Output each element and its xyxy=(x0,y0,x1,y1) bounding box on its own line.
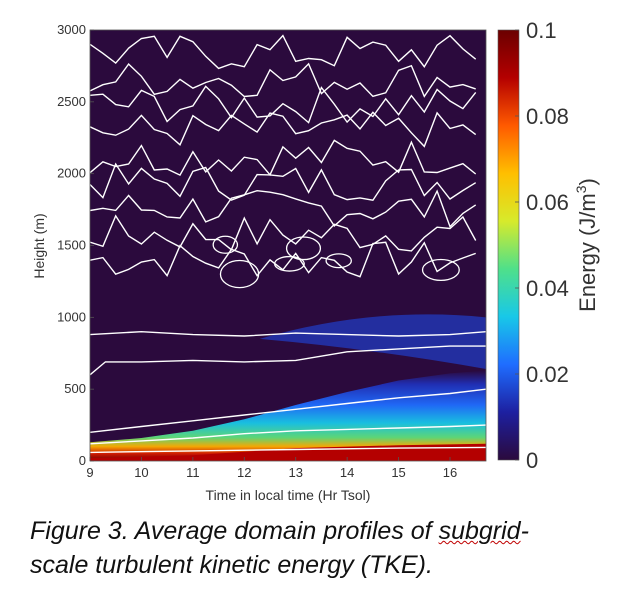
y-tick-label: 1500 xyxy=(57,238,86,253)
contour-line xyxy=(90,139,477,177)
contour-lines xyxy=(90,34,486,454)
x-tick-label: 10 xyxy=(134,465,148,480)
caption-hyphen: - xyxy=(520,517,529,545)
x-axis-label: Time in local time (Hr Tsol) xyxy=(206,487,371,503)
contour-line xyxy=(90,330,486,337)
x-tick-label: 13 xyxy=(288,465,302,480)
contour-loop xyxy=(273,255,305,272)
residual-layer-patch xyxy=(259,314,486,370)
contour-line xyxy=(90,62,476,98)
colorbar-label: Energy (J/m3) xyxy=(573,178,600,312)
contour-line xyxy=(90,214,477,252)
y-axis-label: Height (m) xyxy=(31,213,47,278)
contour-line xyxy=(90,85,477,124)
colorbar-label-close: ) xyxy=(575,178,600,185)
colorbar-tick-label: 0 xyxy=(526,448,538,473)
contour-line xyxy=(90,388,486,433)
colorbar-tick-label: 0.06 xyxy=(526,190,569,215)
colorbar-tick-label: 0.02 xyxy=(526,362,569,387)
x-tick-label: 16 xyxy=(443,465,457,480)
contour-line xyxy=(90,424,486,445)
contour-loop xyxy=(219,259,260,289)
contour-line xyxy=(90,162,477,201)
y-tick-label: 500 xyxy=(64,381,86,396)
caption-line-1: Figure 3. Average domain profiles of sub… xyxy=(30,514,620,548)
x-tick-label: 11 xyxy=(186,465,200,480)
contour-loop xyxy=(212,235,239,254)
contour-loop xyxy=(421,258,460,281)
caption-text-1: Figure 3. Average domain profiles of xyxy=(30,517,439,545)
colorbar-tick-label: 0.04 xyxy=(526,276,569,301)
x-tick-label: 15 xyxy=(391,465,405,480)
y-tick-label: 1000 xyxy=(57,309,86,324)
colorbar: 0 0.02 0.04 0.06 0.08 0.1 Energy (J/m3) xyxy=(497,18,600,473)
colorbar-label-exponent: 3 xyxy=(573,185,589,193)
caption-line-2: scale turbulent kinetic energy (TKE). xyxy=(30,551,433,579)
x-tick-label: 9 xyxy=(86,465,93,480)
colorbar-gradient xyxy=(497,29,520,461)
contour-loop xyxy=(285,236,322,261)
caption-flagged-word: subgrid xyxy=(438,517,521,545)
x-tick-label: 14 xyxy=(340,465,354,480)
y-tick-label: 2000 xyxy=(57,166,86,181)
colorbar-tick-label: 0.1 xyxy=(526,18,557,43)
y-tick-label: 2500 xyxy=(57,94,86,109)
y-axis-ticks: 0 500 1000 1500 2000 2500 3000 xyxy=(57,22,94,468)
colorbar-tick-label: 0.08 xyxy=(526,104,569,129)
y-tick-label: 3000 xyxy=(57,22,86,37)
figure-caption: Figure 3. Average domain profiles of sub… xyxy=(30,514,620,582)
colorbar-ticks: 0 0.02 0.04 0.06 0.08 0.1 xyxy=(515,18,569,473)
contour-line xyxy=(90,111,477,148)
contour-line xyxy=(90,345,486,376)
contour-line xyxy=(90,34,477,70)
x-axis-ticks: 9 10 11 12 13 14 15 16 xyxy=(86,457,457,480)
contour-line xyxy=(90,189,477,228)
x-tick-label: 12 xyxy=(237,465,251,480)
colorbar-label-text: Energy (J/m xyxy=(575,193,600,312)
contour-line xyxy=(90,446,486,454)
contour-loop xyxy=(325,253,352,269)
y-tick-label: 0 xyxy=(79,453,86,468)
plot-area xyxy=(90,30,486,461)
